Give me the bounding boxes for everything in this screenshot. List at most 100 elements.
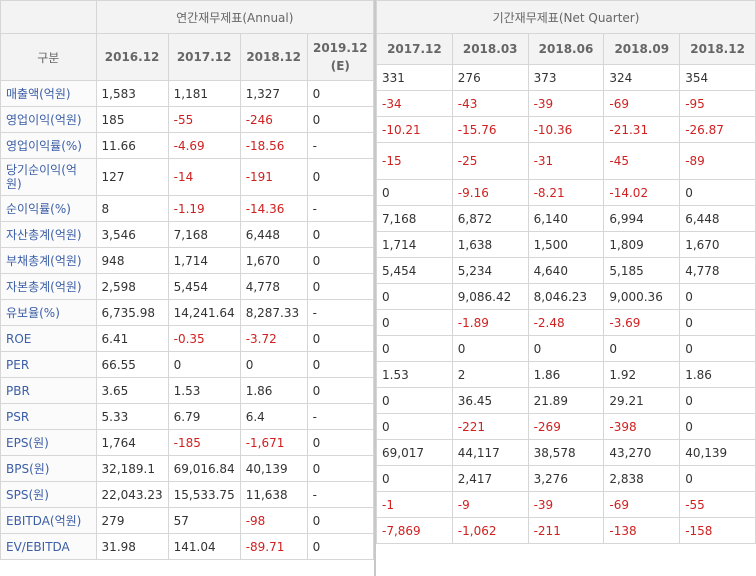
quarter-col-header: 2018.09	[603, 33, 681, 65]
table-cell: -221	[451, 413, 529, 440]
row-label[interactable]: ROE	[0, 325, 97, 352]
table-cell: 1,583	[95, 80, 169, 107]
row-label[interactable]: EV/EBITDA	[0, 533, 97, 560]
table-cell: 6.4	[239, 403, 308, 430]
row-label[interactable]: SPS(원)	[0, 481, 97, 508]
row-label-text: PBR	[6, 383, 30, 398]
table-cell: -	[306, 299, 375, 326]
table-cell: 0	[679, 283, 756, 310]
table-cell: 0	[306, 325, 375, 352]
quarter-col-header: 2017.12	[376, 33, 453, 65]
table-cell: -191	[239, 158, 308, 196]
table-row: 당기순이익(억원) 127 -14 -191 0	[0, 158, 375, 196]
row-label[interactable]: PBR	[0, 377, 97, 404]
table-cell: 1.92	[603, 361, 681, 388]
table-cell: 5,454	[167, 273, 241, 300]
row-label[interactable]: 자본총계(억원)	[0, 273, 97, 300]
table-cell: 0	[679, 413, 756, 440]
table-row: 매출액(억원) 1,583 1,181 1,327 0	[0, 80, 375, 107]
table-row: BPS(원) 32,189.1 69,016.84 40,139 0	[0, 455, 375, 482]
table-cell: 0	[376, 335, 453, 362]
table-cell: 7,168	[376, 205, 453, 232]
table-cell: -55	[167, 106, 241, 133]
table-cell: 1,809	[603, 231, 681, 258]
row-label[interactable]: BPS(원)	[0, 455, 97, 482]
table-cell: -185	[167, 429, 241, 456]
table-row: SPS(원) 22,043.23 15,533.75 11,638-	[0, 481, 375, 508]
table-cell: 36.45	[451, 387, 529, 414]
quarter-table: 기간재무제표(Net Quarter) 2017.12 2018.03 2018.0…	[376, 0, 756, 544]
table-cell: 5,454	[376, 257, 453, 284]
table-cell: 0	[451, 335, 529, 362]
table-row: EV/EBITDA 31.98 141.04 -89.71 0	[0, 533, 375, 560]
row-label[interactable]: 영업이익률(%)	[0, 132, 97, 159]
row-label[interactable]: 영업이익(억원)	[0, 106, 97, 133]
table-cell: -1,062	[451, 517, 529, 544]
table-cell: 0	[679, 387, 756, 414]
table-cell: -25	[451, 142, 529, 180]
row-label-text: PER	[6, 357, 30, 372]
table-cell: -3.69	[603, 309, 681, 336]
row-label-text: 영업이익(억원)	[6, 113, 82, 127]
table-cell: 0	[306, 158, 375, 196]
row-label[interactable]: PER	[0, 351, 97, 378]
table-cell: -21.31	[603, 116, 681, 143]
table-cell: 32,189.1	[95, 455, 169, 482]
table-cell: -14.36	[239, 195, 308, 222]
table-cell: -	[306, 403, 375, 430]
table-cell: 1,670	[239, 247, 308, 274]
table-row: 0 -9.16 -8.21 -14.02 0	[376, 179, 756, 206]
quarter-col-header: 2018.03	[451, 33, 529, 65]
row-label[interactable]: 부채총계(억원)	[0, 247, 97, 274]
table-cell: -89	[679, 142, 756, 180]
row-label-text: BPS(원)	[6, 462, 50, 476]
row-label[interactable]: 유보율(%)	[0, 299, 97, 326]
table-row: 자산총계(억원) 3,546 7,168 6,448 0	[0, 221, 375, 248]
row-label[interactable]: 매출액(억원)	[0, 80, 97, 107]
row-label-text: SPS(원)	[6, 488, 49, 502]
table-cell: 8,287.33	[239, 299, 308, 326]
row-label[interactable]: EBITDA(억원)	[0, 507, 97, 534]
row-label-text: 자본총계(억원)	[6, 280, 82, 294]
table-row: 0 9,086.42 8,046.23 9,000.36 0	[376, 283, 756, 310]
table-cell: -89.71	[239, 533, 308, 560]
quarter-financials-panel: 기간재무제표(Net Quarter) 2017.12 2018.03 2018.0…	[376, 0, 756, 544]
quarter-title: 기간재무제표(Net Quarter)	[376, 0, 756, 34]
table-cell: 2,598	[95, 273, 169, 300]
table-row: 1,714 1,638 1,500 1,809 1,670	[376, 231, 756, 258]
table-cell: 279	[95, 507, 169, 534]
table-cell: -39	[527, 90, 605, 117]
panel-divider	[374, 0, 376, 576]
annual-col-header: 2017.12	[167, 33, 241, 81]
table-row: 유보율(%) 6,735.98 14,241.64 8,287.33-	[0, 299, 375, 326]
table-cell: 0	[679, 309, 756, 336]
table-cell: 0	[239, 351, 308, 378]
table-cell: 948	[95, 247, 169, 274]
row-label-text: 순이익률(%)	[6, 202, 71, 216]
table-cell: -1,671	[239, 429, 308, 456]
table-cell: -138	[603, 517, 681, 544]
row-label-text: EPS(원)	[6, 436, 49, 450]
quarter-col-header: 2018.06	[527, 33, 605, 65]
row-label[interactable]: 순이익률(%)	[0, 195, 97, 222]
table-cell: 1,500	[527, 231, 605, 258]
table-cell: 44,117	[451, 439, 529, 466]
row-label[interactable]: PSR	[0, 403, 97, 430]
row-label[interactable]: 당기순이익(억원)	[0, 158, 97, 196]
row-label[interactable]: 자산총계(억원)	[0, 221, 97, 248]
table-cell: 0	[306, 247, 375, 274]
table-cell: 6,994	[603, 205, 681, 232]
table-row: 7,168 6,872 6,140 6,994 6,448	[376, 205, 756, 232]
table-cell: -15	[376, 142, 453, 180]
table-cell: -	[306, 132, 375, 159]
table-row: EPS(원) 1,764 -185 -1,671 0	[0, 429, 375, 456]
table-cell: 1,327	[239, 80, 308, 107]
table-cell: -	[306, 481, 375, 508]
table-row: -34 -43 -39 -69 -95	[376, 90, 756, 117]
row-label[interactable]: EPS(원)	[0, 429, 97, 456]
table-cell: -269	[527, 413, 605, 440]
table-cell: -9.16	[451, 179, 529, 206]
table-cell: 1.53	[376, 361, 453, 388]
table-cell: 127	[95, 158, 169, 196]
row-label-text: EBITDA(억원)	[6, 514, 82, 528]
